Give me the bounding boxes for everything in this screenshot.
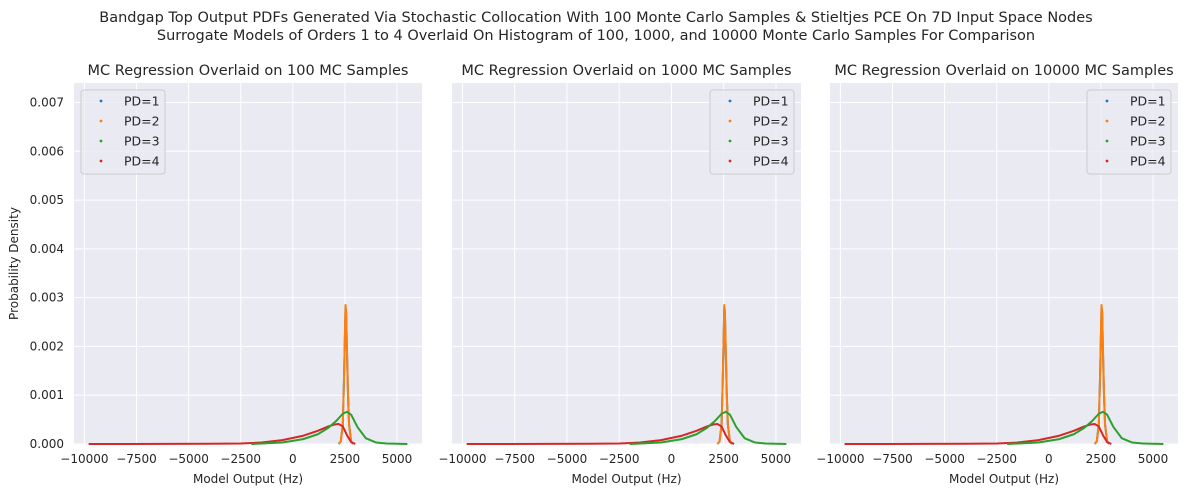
x-tick-label: −10000 — [816, 452, 864, 466]
legend: PD=1 PD=2 PD=3 PD=4 — [709, 89, 795, 175]
legend-marker — [99, 139, 103, 143]
legend-marker — [99, 119, 103, 123]
x-tick-label: 2500 — [330, 452, 361, 466]
x-tick-label: −7500 — [494, 452, 535, 466]
y-tick-label: 0.004 — [30, 242, 64, 256]
x-tick-label: −7500 — [872, 452, 913, 466]
legend-label: PD=2 — [1130, 114, 1166, 129]
legend-label: PD=1 — [1130, 94, 1166, 109]
x-tick-label: −10000 — [60, 452, 108, 466]
legend-marker — [99, 99, 103, 103]
x-tick-label: 2500 — [1086, 452, 1117, 466]
x-tick-label: −5000 — [547, 452, 588, 466]
y-tick-label: 0.007 — [30, 96, 64, 110]
y-tick-label: 0.005 — [30, 193, 64, 207]
legend-label: PD=1 — [753, 94, 789, 109]
legend-label: PD=3 — [1130, 134, 1166, 149]
legend-label: PD=2 — [753, 114, 789, 129]
legend-label: PD=2 — [124, 114, 160, 129]
legend-label: PD=1 — [124, 94, 160, 109]
x-tick-label: 0 — [668, 452, 676, 466]
x-tick-label: 0 — [1045, 452, 1053, 466]
panel-title: MC Regression Overlaid on 100 MC Samples — [88, 63, 409, 79]
x-tick-label: −2500 — [599, 452, 640, 466]
y-tick-label: 0.001 — [30, 388, 64, 402]
legend-box — [709, 89, 795, 175]
legend-marker — [728, 139, 732, 143]
x-axis-label: Model Output (Hz) — [571, 472, 681, 486]
y-tick-label: 0.000 — [30, 437, 64, 451]
x-tick-label: 5000 — [1138, 452, 1169, 466]
x-tick-label: 5000 — [382, 452, 413, 466]
x-tick-label: −10000 — [438, 452, 486, 466]
legend-label: PD=3 — [753, 134, 789, 149]
x-tick-label: −7500 — [116, 452, 157, 466]
legend-box — [1086, 89, 1172, 175]
legend: PD=1 PD=2 PD=3 PD=4 — [80, 89, 166, 175]
series-line-pd4 — [466, 423, 735, 445]
y-tick-label: 0.006 — [30, 144, 64, 158]
series-line-pd4 — [844, 423, 1112, 445]
y-tick-label: 0.003 — [30, 291, 64, 305]
figure-title-line-2: Surrogate Models of Orders 1 to 4 Overla… — [156, 28, 1036, 44]
series-line-pd4 — [88, 423, 356, 445]
legend-label: PD=4 — [1130, 154, 1166, 169]
legend-marker — [1105, 99, 1109, 103]
legend-marker — [99, 159, 103, 163]
series-line-pd3 — [629, 410, 787, 445]
x-tick-label: 5000 — [761, 452, 792, 466]
x-tick-label: 0 — [289, 452, 297, 466]
legend-label: PD=3 — [124, 134, 160, 149]
legend-marker — [728, 119, 732, 123]
chart-panel-3: −10000 −7500 −5000 −2500 0 2500 5000 MC Regress… — [816, 63, 1178, 486]
panel-title: MC Regression Overlaid on 10000 MC Sampl… — [834, 63, 1173, 79]
legend-box — [80, 89, 166, 175]
y-tick-label: 0.002 — [30, 339, 64, 353]
x-tick-label: −2500 — [976, 452, 1017, 466]
legend-label: PD=4 — [753, 154, 789, 169]
chart-panel-2: −10000 −7500 −5000 −2500 0 2500 5000 MC Regress… — [438, 63, 801, 486]
legend-marker — [1105, 159, 1109, 163]
figure-title-line-1: Bandgap Top Output PDFs Generated Via St… — [99, 10, 1093, 26]
x-tick-label: −5000 — [924, 452, 965, 466]
legend-marker — [728, 159, 732, 163]
panel-title: MC Regression Overlaid on 1000 MC Sample… — [461, 63, 791, 79]
x-axis-label: Model Output (Hz) — [949, 472, 1059, 486]
legend-marker — [1105, 139, 1109, 143]
legend: PD=1 PD=2 PD=3 PD=4 — [1086, 89, 1172, 175]
legend-marker — [1105, 119, 1109, 123]
x-tick-label: 2500 — [708, 452, 739, 466]
legend-marker — [728, 99, 732, 103]
legend-label: PD=4 — [124, 154, 160, 169]
x-tick-label: −2500 — [220, 452, 261, 466]
x-tick-label: −5000 — [168, 452, 209, 466]
y-axis-label: Probability Density — [7, 207, 21, 320]
series-line-pd3 — [251, 410, 408, 445]
chart-panel-1: −10000 −7500 −5000 −2500 0 2500 5000 0.000 0.001… — [7, 63, 422, 486]
x-axis-label: Model Output (Hz) — [193, 472, 303, 486]
series-line-pd3 — [1007, 410, 1164, 445]
